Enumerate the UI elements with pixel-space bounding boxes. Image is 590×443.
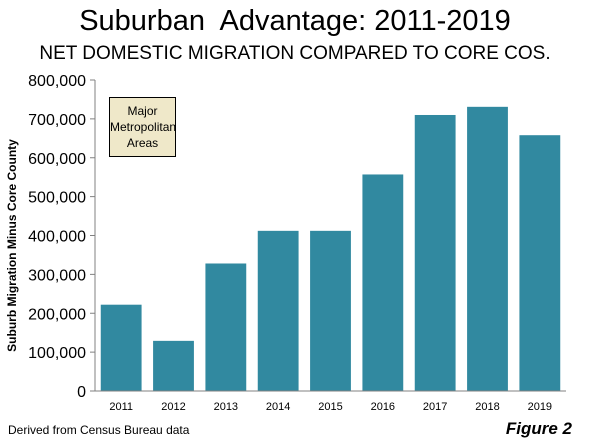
bar-2017 xyxy=(414,114,456,392)
x-tick-label: 2014 xyxy=(266,401,290,413)
bar-2011 xyxy=(100,304,142,391)
bar-2018 xyxy=(467,106,508,391)
x-tick-label: 2011 xyxy=(109,401,133,413)
bars xyxy=(100,106,561,392)
x-tick-label: 2019 xyxy=(528,401,552,413)
source-note: Derived from Census Bureau data xyxy=(8,423,190,437)
x-tick-label: 2015 xyxy=(318,401,342,413)
figure-label: Figure 2 xyxy=(505,419,572,438)
y-axis-label: Suburb Migration Minus Core County xyxy=(5,139,19,352)
bar-2014 xyxy=(257,230,299,391)
y-tick-label: 600,000 xyxy=(28,151,86,168)
bar-2016 xyxy=(362,174,404,391)
y-tick-label: 300,000 xyxy=(28,267,86,284)
region-note-line-2: Metropolitan xyxy=(110,120,177,134)
y-tick-label: 200,000 xyxy=(28,306,86,323)
y-axis-ticks: 0 100,000 200,000 300,000 400,000 500,000 600,… xyxy=(28,73,95,401)
bar-2015 xyxy=(310,230,351,391)
chart-subtitle: NET DOMESTIC MIGRATION COMPARED TO CORE … xyxy=(39,43,551,64)
x-tick-label: 2012 xyxy=(161,401,185,413)
x-axis-ticks: 2011 2012 2013 2014 2015 2016 2017 2018 2019 xyxy=(109,401,552,413)
bar-2019 xyxy=(519,135,561,391)
y-tick-label: 400,000 xyxy=(28,229,86,246)
chart-title: Suburban Advantage: 2011-2019 xyxy=(79,5,511,37)
region-note-line-1: Major xyxy=(127,104,158,118)
y-tick-label: 0 xyxy=(77,384,86,401)
x-tick-label: 2017 xyxy=(423,401,447,413)
y-tick-label: 100,000 xyxy=(28,345,86,362)
y-tick-label: 800,000 xyxy=(28,73,86,90)
region-note: Major Metropolitan Areas xyxy=(109,97,176,157)
region-note-line-3: Areas xyxy=(126,136,159,150)
bar-2012 xyxy=(153,340,194,391)
y-tick-label: 500,000 xyxy=(28,190,86,207)
x-tick-label: 2016 xyxy=(371,401,395,413)
bar-2013 xyxy=(205,263,247,391)
x-tick-label: 2018 xyxy=(475,401,499,413)
y-tick-label: 700,000 xyxy=(28,112,86,129)
x-tick-label: 2013 xyxy=(214,401,238,413)
